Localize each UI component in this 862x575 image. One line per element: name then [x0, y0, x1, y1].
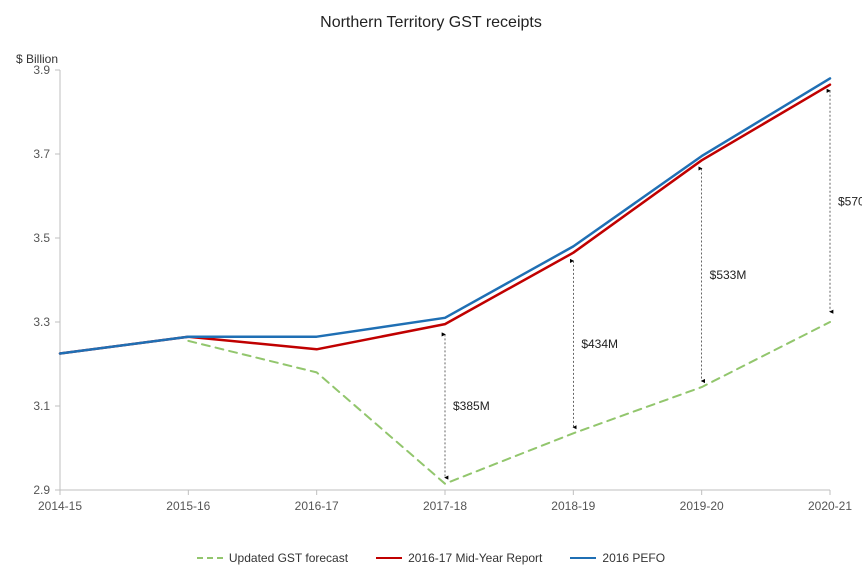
legend-item-pefo: 2016 PEFO: [570, 551, 665, 565]
svg-text:3.3: 3.3: [33, 315, 50, 329]
legend-label: 2016-17 Mid-Year Report: [408, 551, 542, 565]
legend-swatch-icon: [197, 557, 223, 559]
svg-text:3.1: 3.1: [33, 399, 50, 413]
svg-text:3.9: 3.9: [33, 63, 50, 77]
svg-text:2014-15: 2014-15: [38, 499, 82, 513]
chart-svg: 2.9 3.1 3.3 3.5 3.7 3.9 2014-15 2015-16 2016-17 2…: [0, 0, 862, 575]
svg-text:2015-16: 2015-16: [166, 499, 210, 513]
svg-text:2018-19: 2018-19: [551, 499, 595, 513]
svg-text:$385M: $385M: [453, 399, 490, 413]
legend-swatch-icon: [570, 557, 596, 559]
legend-swatch-icon: [376, 557, 402, 559]
svg-text:2016-17: 2016-17: [295, 499, 339, 513]
svg-text:$533M: $533M: [710, 268, 747, 282]
chart-container: Northern Territory GST receipts $ Billio…: [0, 0, 862, 575]
svg-text:2020-21: 2020-21: [808, 499, 852, 513]
legend-item-mid-year: 2016-17 Mid-Year Report: [376, 551, 542, 565]
svg-text:2017-18: 2017-18: [423, 499, 467, 513]
svg-text:2019-20: 2019-20: [680, 499, 724, 513]
legend-label: Updated GST forecast: [229, 551, 348, 565]
svg-text:3.5: 3.5: [33, 231, 50, 245]
legend-item-updated-forecast: Updated GST forecast: [197, 551, 348, 565]
legend: Updated GST forecast 2016-17 Mid-Year Re…: [0, 551, 862, 565]
svg-text:$434M: $434M: [581, 337, 618, 351]
svg-text:$570M: $570M: [838, 194, 862, 208]
svg-text:3.7: 3.7: [33, 147, 50, 161]
legend-label: 2016 PEFO: [602, 551, 665, 565]
svg-text:2.9: 2.9: [33, 483, 50, 497]
